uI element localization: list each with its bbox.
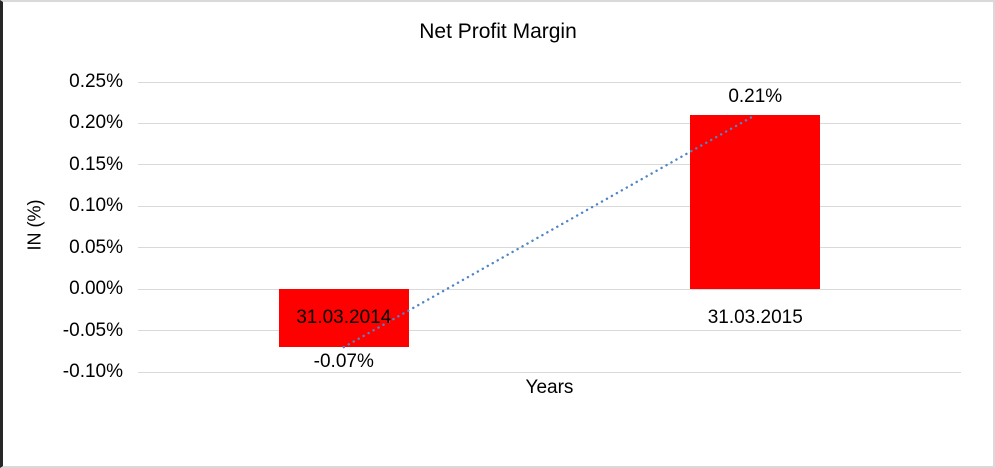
y-tick-label: 0.10% — [69, 195, 123, 217]
y-tick-label: 0.15% — [69, 153, 123, 175]
y-tick-label: 0.20% — [69, 112, 123, 134]
category-label: 31.03.2015 — [707, 307, 803, 329]
y-tick-label: 0.05% — [69, 236, 123, 258]
data-label: 0.21% — [728, 86, 783, 108]
y-tick-label: -0.10% — [62, 361, 123, 382]
gridline — [138, 81, 961, 83]
y-tick-label: 0.25% — [69, 71, 123, 92]
gridline — [138, 122, 961, 124]
gridline — [138, 164, 961, 166]
gridline — [138, 288, 961, 290]
gridline — [138, 205, 961, 207]
category-label: 31.03.2014 — [296, 307, 392, 329]
gridline — [138, 330, 961, 332]
chart-title: Net Profit Margin — [419, 20, 577, 43]
y-tick-label: 0.00% — [69, 278, 123, 300]
data-label: -0.07% — [313, 351, 374, 373]
bar-31.03.2015 — [690, 115, 821, 290]
gridline — [138, 371, 961, 373]
x-axis-title: Years — [525, 377, 574, 398]
gridline — [138, 247, 961, 249]
y-tick-label: -0.05% — [62, 319, 123, 341]
